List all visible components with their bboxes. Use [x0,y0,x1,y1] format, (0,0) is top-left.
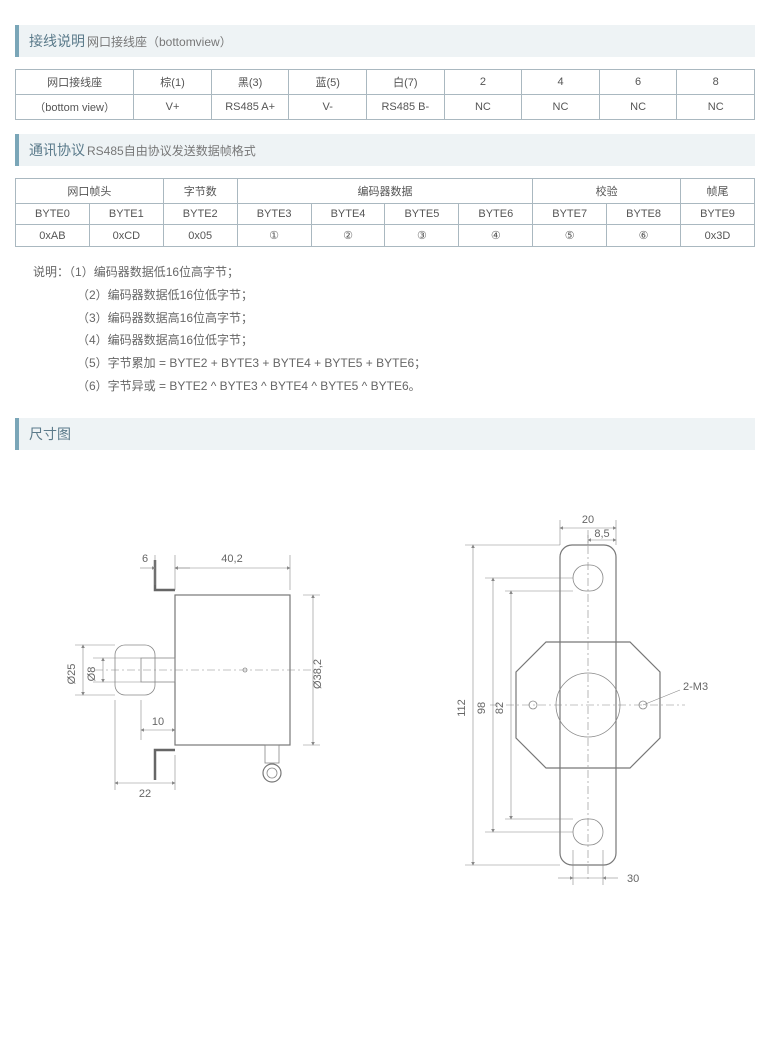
cell: 校验 [533,179,681,204]
cell: ① [237,225,311,247]
cell: 6 [599,70,677,95]
cell: BYTE4 [311,204,385,225]
cell: BYTE0 [16,204,90,225]
table-row: 网口帧头 字节数 编码器数据 校验 帧尾 [16,179,755,204]
note-line: （5）字节累加 = BYTE2 + BYTE3 + BYTE4 + BYTE5 … [77,352,755,375]
table-row: （bottom view） V+ RS485 A+ V- RS485 B- NC… [16,95,755,120]
cell: 0xAB [16,225,90,247]
section2-header: 通讯协议RS485自由协议发送数据帧格式 [15,134,755,166]
cell: 0x3D [681,225,755,247]
dim-label: 2-M3 [683,681,708,693]
note-line: （2）编码器数据低16位低字节； [77,284,755,307]
cell: 0x05 [163,225,237,247]
cell: 4 [522,70,600,95]
section1-subtitle: 网口接线座（bottomview） [87,35,232,49]
section1-title: 接线说明 [29,33,85,49]
cell: NC [677,95,755,120]
dimension-diagrams: 6 40,2 Ø38,2 Ø8 Ø25 10 22 [15,490,755,920]
note-line: （3）编码器数据高16位高字节； [77,307,755,330]
dim-label: 30 [627,873,639,885]
cell: BYTE8 [607,204,681,225]
cell: BYTE3 [237,204,311,225]
dim-label: 98 [476,702,488,714]
notes-label: 说明： [33,265,69,279]
right-view-drawing: 20 8,5 112 98 82 30 2-M3 [405,490,725,920]
note-line: （6）字节异或 = BYTE2 ^ BYTE3 ^ BYTE4 ^ BYTE5 … [77,375,755,398]
cell: ② [311,225,385,247]
dim-label: 22 [139,788,151,800]
cell: BYTE6 [459,204,533,225]
cell: V+ [134,95,212,120]
section3-header: 尺寸图 [15,418,755,450]
table-row: 网口接线座 棕(1) 黑(3) 蓝(5) 白(7) 2 4 6 8 [16,70,755,95]
cell: NC [599,95,677,120]
cell: NC [522,95,600,120]
dim-label: Ø8 [86,666,98,681]
section2-title: 通讯协议 [29,142,85,158]
note-line: （4）编码器数据高16位低字节； [77,329,755,352]
cell: BYTE9 [681,204,755,225]
cell: 网口接线座 [16,70,134,95]
cell: BYTE2 [163,204,237,225]
cell: ⑥ [607,225,681,247]
wiring-table: 网口接线座 棕(1) 黑(3) 蓝(5) 白(7) 2 4 6 8 （botto… [15,69,755,120]
section3-title: 尺寸图 [29,426,71,442]
cell: 网口帧头 [16,179,164,204]
cell: BYTE1 [89,204,163,225]
dim-label: 8,5 [594,528,609,540]
table-row: BYTE0 BYTE1 BYTE2 BYTE3 BYTE4 BYTE5 BYTE… [16,204,755,225]
cell: 8 [677,70,755,95]
cell: ⑤ [533,225,607,247]
cell: 蓝(5) [289,70,367,95]
dim-label: 6 [142,553,148,565]
dim-label: 112 [456,699,468,717]
section2-subtitle: RS485自由协议发送数据帧格式 [87,144,256,158]
cell: ③ [385,225,459,247]
dim-label: 82 [494,702,506,714]
cell: 帧尾 [681,179,755,204]
cell: 2 [444,70,522,95]
cell: 黑(3) [211,70,289,95]
note-line: （1）编码器数据低16位高字节； [69,265,239,279]
dim-label: 40,2 [221,553,242,565]
left-view-drawing: 6 40,2 Ø38,2 Ø8 Ø25 10 22 [45,490,345,850]
cell: 白(7) [367,70,445,95]
dim-label: Ø38,2 [312,659,324,689]
protocol-table: 网口帧头 字节数 编码器数据 校验 帧尾 BYTE0 BYTE1 BYTE2 B… [15,178,755,247]
section1-header: 接线说明网口接线座（bottomview） [15,25,755,57]
cell: RS485 B- [367,95,445,120]
dim-label: Ø25 [66,663,78,684]
cell: （bottom view） [16,95,134,120]
cell: BYTE5 [385,204,459,225]
cell: 棕(1) [134,70,212,95]
cell: RS485 A+ [211,95,289,120]
cell: NC [444,95,522,120]
cell: ④ [459,225,533,247]
notes-block: 说明：（1）编码器数据低16位高字节； （2）编码器数据低16位低字节； （3）… [33,261,755,398]
cell: 字节数 [163,179,237,204]
dim-label: 10 [152,716,164,728]
dim-label: 20 [582,514,594,526]
cell: 0xCD [89,225,163,247]
table-row: 0xAB 0xCD 0x05 ① ② ③ ④ ⑤ ⑥ 0x3D [16,225,755,247]
cell: 编码器数据 [237,179,533,204]
cell: BYTE7 [533,204,607,225]
cell: V- [289,95,367,120]
